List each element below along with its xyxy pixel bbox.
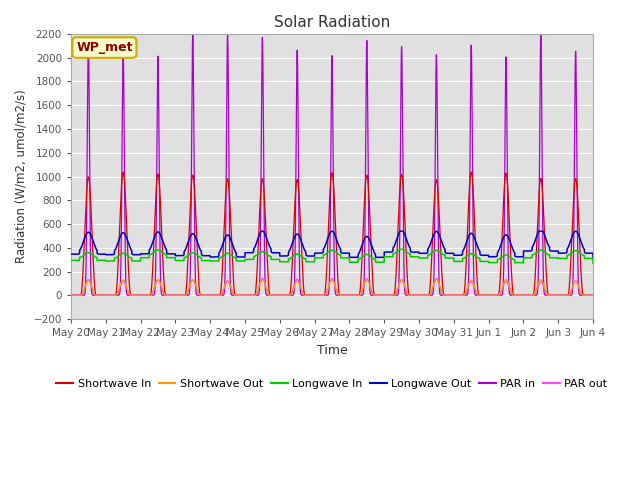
Legend: Shortwave In, Shortwave Out, Longwave In, Longwave Out, PAR in, PAR out: Shortwave In, Shortwave Out, Longwave In… <box>52 374 612 393</box>
Y-axis label: Radiation (W/m2, umol/m2/s): Radiation (W/m2, umol/m2/s) <box>15 90 28 264</box>
Text: WP_met: WP_met <box>76 41 132 54</box>
X-axis label: Time: Time <box>317 344 348 357</box>
Title: Solar Radiation: Solar Radiation <box>274 15 390 30</box>
